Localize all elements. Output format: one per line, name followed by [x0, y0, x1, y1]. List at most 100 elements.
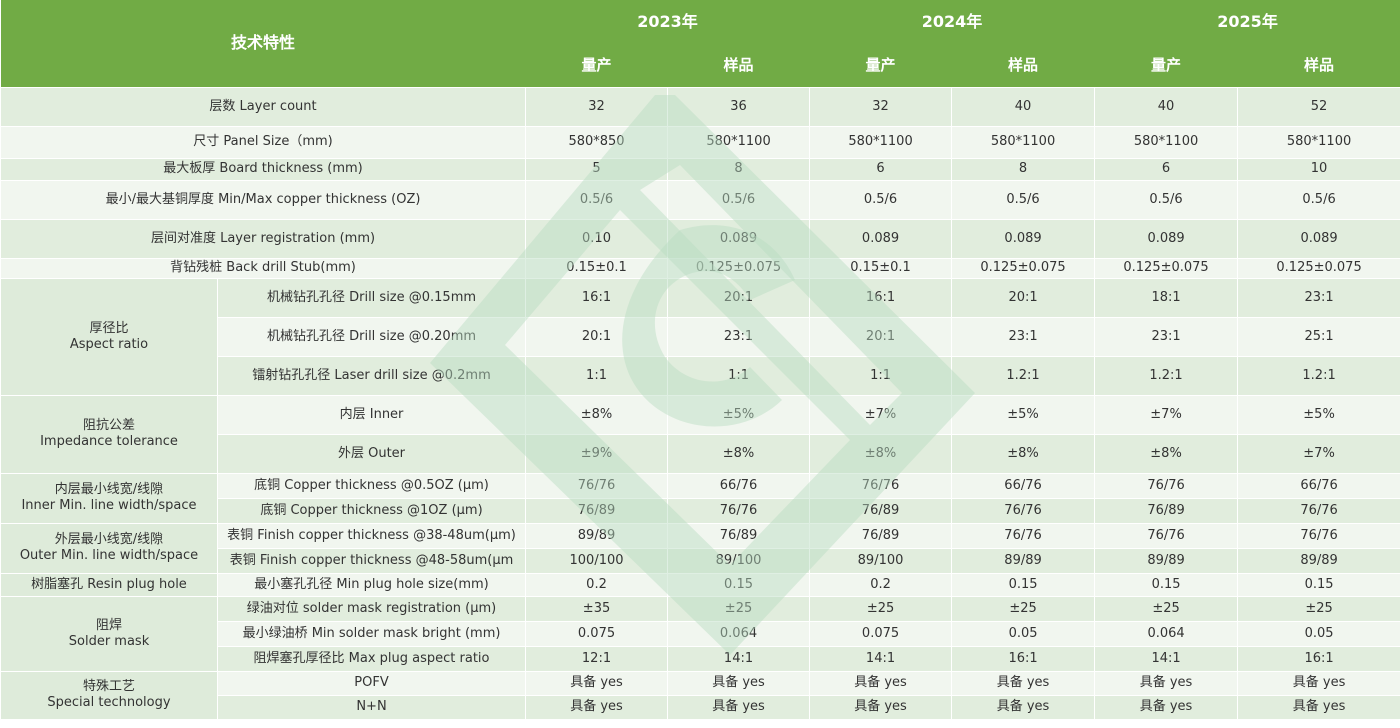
value-cell: 20:1 [951, 277, 1096, 318]
value-cell: 16:1 [809, 277, 953, 318]
value-cell: 76/76 [1094, 522, 1239, 549]
value-cell: 89/100 [809, 547, 953, 574]
value-cell: 具备 yes [667, 694, 811, 720]
value-cell: 具备 yes [1237, 670, 1400, 696]
value-cell: 6 [809, 157, 953, 181]
value-cell: ±35 [525, 595, 669, 622]
value-cell: 16:1 [1237, 645, 1400, 672]
value-cell: 具备 yes [525, 694, 669, 720]
row-label: 表铜 Finish copper thickness @38-48um(μm) [216, 522, 527, 549]
row-group-label: 外层最小线宽/线隙 Outer Min. line width/space [0, 522, 218, 574]
group-label-en: Solder mask [68, 633, 150, 649]
value-cell: 100/100 [525, 547, 669, 574]
sample-header: 样品 [951, 44, 1095, 87]
value-cell: 23:1 [1094, 316, 1239, 357]
group-label-en: Special technology [47, 695, 171, 710]
value-cell: 0.15 [951, 572, 1096, 597]
value-cell: ±25 [667, 595, 811, 622]
value-cell: 23:1 [951, 316, 1096, 357]
value-cell: 25:1 [1237, 316, 1400, 357]
row-label: 底铜 Copper thickness @0.5OZ (μm) [216, 472, 527, 499]
value-cell: 0.05 [951, 620, 1096, 647]
row-group-label: 阻抗公差 Impedance tolerance [0, 394, 218, 474]
value-cell: 0.5/6 [1094, 179, 1239, 220]
value-cell: 0.5/6 [1237, 179, 1400, 220]
value-cell: 0.125±0.075 [667, 257, 811, 279]
row-label: 层间对准度 Layer registration (mm) [0, 218, 527, 259]
value-cell: ±9% [525, 433, 669, 474]
value-cell: 12:1 [525, 645, 669, 672]
value-cell: 580*1100 [809, 125, 953, 159]
group-label-cn: 外层最小线宽/线隙 [54, 532, 164, 547]
value-cell: 0.089 [667, 218, 811, 259]
table-row: 内层最小线宽/线隙 Inner Min. line width/space 底铜 C… [0, 472, 1400, 524]
value-cell: 0.15 [1237, 572, 1400, 597]
table-row: 底铜 Copper thickness @1OZ (μm) 76/89 76/76 7… [1, 497, 1400, 524]
value-cell: 20:1 [667, 277, 811, 318]
value-cell: 76/76 [951, 522, 1096, 549]
value-cell: 0.15 [1094, 572, 1239, 597]
value-cell: 8 [667, 157, 811, 181]
value-cell: 1:1 [525, 355, 669, 396]
value-cell: 0.15±0.1 [525, 257, 669, 279]
sample-header: 样品 [667, 44, 810, 87]
group-label-cn: 特殊工艺 [82, 679, 135, 694]
row-group-label: 厚径比 Aspect ratio [0, 277, 218, 396]
value-cell: 0.089 [1094, 218, 1239, 259]
row-label: 外层 Outer [216, 433, 527, 474]
value-cell: 36 [667, 86, 811, 127]
value-cell: 0.10 [525, 218, 669, 259]
year-2025-header: 2025年 [1094, 0, 1400, 44]
row-label: 绿油对位 solder mask registration (μm) [216, 595, 527, 622]
table-row: 背钻残桩 Back drill Stub(mm) 0.15±0.1 0.125±0.… [0, 257, 1400, 279]
value-cell: 具备 yes [1094, 670, 1239, 696]
value-cell: 89/89 [1237, 547, 1400, 574]
value-cell: 8 [951, 157, 1096, 181]
value-cell: 0.125±0.075 [951, 257, 1096, 279]
value-cell: ±5% [951, 394, 1096, 435]
value-cell: 14:1 [1094, 645, 1239, 672]
value-cell: 23:1 [667, 316, 811, 357]
value-cell: 具备 yes [1094, 694, 1239, 720]
value-cell: ±8% [951, 433, 1096, 474]
value-cell: 76/76 [525, 472, 669, 499]
value-cell: 具备 yes [809, 694, 953, 720]
group-label-en: Outer Min. line width/space [19, 548, 199, 563]
table-row: 外层最小线宽/线隙 Outer Min. line width/space 表铜 F… [0, 522, 1400, 574]
value-cell: 0.075 [809, 620, 953, 647]
value-cell: 76/76 [809, 472, 953, 499]
table-row: 最小绿油桥 Min solder mask bright (mm) 0.075 0.… [1, 620, 1400, 647]
value-cell: 具备 yes [667, 670, 811, 696]
value-cell: 76/76 [1094, 472, 1239, 499]
table-row: 阻抗公差 Impedance tolerance 内层 Inner ±8% ±5% ±7%… [0, 394, 1400, 474]
table-row: 层数 Layer count 32 36 32 40 40 52 [0, 86, 1400, 127]
row-label: 背钻残桩 Back drill Stub(mm) [0, 257, 527, 279]
table-row: 尺寸 Panel Size（mm) 580*850 580*1100 580*1100… [0, 125, 1400, 159]
value-cell: 76/89 [809, 497, 953, 524]
value-cell: 14:1 [809, 645, 953, 672]
value-cell: 0.075 [525, 620, 669, 647]
value-cell: 76/89 [525, 497, 669, 524]
row-label: 表铜 Finish copper thickness @48-58um(μm [216, 547, 527, 574]
feature-header: 技术特性 [0, 0, 526, 87]
value-cell: 89/89 [1094, 547, 1239, 574]
value-cell: 具备 yes [809, 670, 953, 696]
table-row: 最大板厚 Board thickness (mm) 5 8 6 8 6 10 [0, 157, 1400, 181]
value-cell: 66/76 [951, 472, 1096, 499]
row-group-label: 内层最小线宽/线隙 Inner Min. line width/space [0, 472, 218, 524]
value-cell: 0.5/6 [667, 179, 811, 220]
value-cell: 18:1 [1094, 277, 1239, 318]
value-cell: 40 [1094, 86, 1239, 127]
value-cell: 1:1 [809, 355, 953, 396]
value-cell: 具备 yes [951, 694, 1096, 720]
value-cell: 0.5/6 [525, 179, 669, 220]
value-cell: 89/89 [951, 547, 1096, 574]
table-row: 表铜 Finish copper thickness @48-58um(μm 10… [1, 547, 1400, 574]
value-cell: 76/89 [667, 522, 811, 549]
value-cell: 0.089 [809, 218, 953, 259]
table-row: 厚径比 Aspect ratio 机械钻孔孔径 Drill size @0.15mm… [0, 277, 1400, 396]
value-cell: 76/89 [1094, 497, 1239, 524]
value-cell: 76/76 [1237, 497, 1400, 524]
